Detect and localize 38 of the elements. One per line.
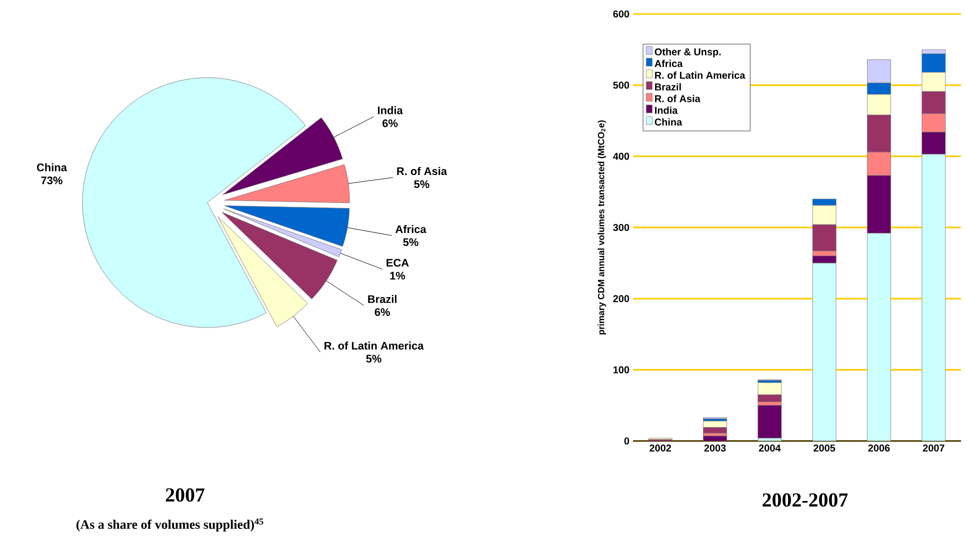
y-tick-label: 400 [613,152,630,160]
data-label: 5% [403,238,418,246]
text: (As a share of volumes supplied)$^{45}$ [76,518,264,532]
slice-label: China [36,163,68,172]
x-tick-label: 2007 [922,444,944,452]
data-label: 6% [382,119,398,128]
y-tick-label: 200 [613,295,630,302]
legend-label: Other & Unsp. [654,48,721,58]
legend-label: R. of Latin America [655,71,746,79]
legend-label: India [655,106,678,114]
data-label: 1% [390,272,406,280]
text: 2002-2007 [762,493,848,507]
y-tick-label: 600 [613,10,630,18]
slice-label: ECA [386,258,409,267]
legend-label: Africa [654,60,683,68]
y-tick-label: 100 [613,366,630,374]
x-tick-label: 2004 [758,444,781,452]
data-label: 73% [41,176,62,184]
y-tick-label: 0 [624,437,630,445]
x-tick-label: 2006 [868,444,890,452]
data-label: 5% [366,354,382,363]
y-tick-label: 300 [613,224,630,232]
slice-label: Africa [395,225,426,234]
data-label: 5% [414,180,430,188]
slice-label: R. of Asia [397,167,448,176]
legend-label: China [654,118,682,126]
slice-label: Brazil [368,294,396,304]
legend-label: Brazil [655,83,681,90]
data-label: 6% [374,308,390,316]
y-axis-title: primary CDM annual volumes transacted (MtCO$_{2}$e) [598,120,606,334]
slice-label: R. of Latin America [324,342,424,350]
x-tick-label: 2002 [650,444,672,452]
x-tick-label: 2003 [704,444,726,452]
text: 2007 [166,488,204,502]
x-tick-label: 2005 [814,444,836,452]
slice-label: India [378,106,403,114]
legend-label: R. of Asia [655,94,700,102]
y-tick-label: 500 [613,82,630,89]
